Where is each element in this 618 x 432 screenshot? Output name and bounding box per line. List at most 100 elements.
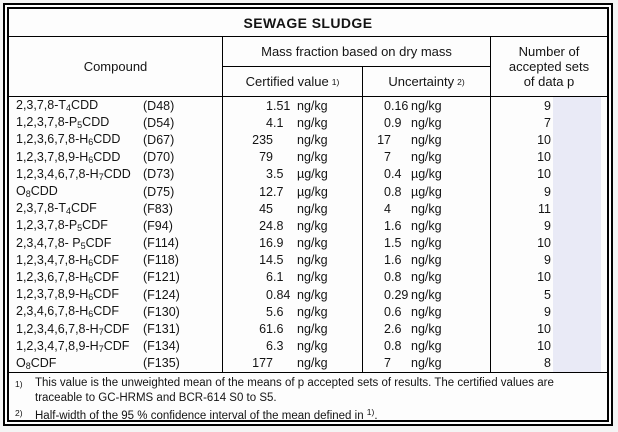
certified-value-unit: µg/kg (297, 167, 328, 182)
uncertainty-value: 0 (384, 115, 391, 130)
accepted-sets-count: 9 (544, 218, 551, 233)
compound-name: 1,2,3,6,7,8-H6CDD (16, 132, 121, 148)
accepted-sets-cell: 5 (491, 286, 607, 304)
footnote-2: 2) Half-width of the 95 % confidence int… (15, 405, 599, 420)
compound-code: (D70) (143, 150, 175, 165)
selection-highlight (553, 200, 601, 218)
compound-name: 1,2,3,6,7,8-H6CDF (16, 269, 119, 285)
uncertainty-value: 0 (384, 304, 391, 319)
table-row: 1,2,3,7,8-P5CDD (D54) 4.1 ng/kg 0.9 ng/kg 7 (9, 114, 607, 132)
compound-cell: 1,2,3,7,8,9-H6CDF (F124) (9, 286, 223, 304)
certified-value-cell: 177 ng/kg (223, 354, 363, 372)
compound-cell: 1,2,3,7,8-P5CDD (D54) (9, 114, 223, 132)
selection-highlight (553, 114, 601, 132)
uncertainty-value-decimal: .8 (391, 184, 402, 199)
compound-cell: 1,2,3,4,6,7,8-H7CDF (F131) (9, 320, 223, 338)
selection-highlight (553, 286, 601, 304)
table-row: 2,3,7,8-T4CDD (D48) 1.51 ng/kg 0.16 ng/kg 9 (9, 97, 607, 115)
table-row: 1,2,3,4,7,8-H6CDF (F118) 14.5 ng/kg 1.6 ng/kg… (9, 251, 607, 269)
compound-code: (F131) (143, 322, 180, 337)
selection-highlight (553, 251, 601, 269)
certified-value: 14 (259, 253, 273, 268)
accepted-sets-count: 10 (537, 339, 551, 354)
selection-highlight (553, 234, 601, 252)
certified-value-unit: µg/kg (297, 184, 328, 199)
compound-name: 1,2,3,4,6,7,8-H7CDD (16, 166, 131, 182)
uncertainty-value-cell: 4 ng/kg (363, 200, 491, 218)
accepted-sets-cell: 9 (491, 182, 607, 201)
selection-highlight (553, 148, 601, 166)
footnote-1-text: This value is the unweighted mean of the… (35, 377, 554, 404)
certified-value-decimal: .5 (273, 167, 284, 182)
header-mass-fraction-group: Mass fraction based on dry mass Certifie… (223, 37, 491, 96)
uncertainty-value: 2 (384, 322, 391, 337)
compound-name: 1,2,3,7,8,9-H6CDF (16, 287, 119, 303)
uncertainty-unit: µg/kg (411, 167, 442, 182)
selection-highlight (553, 303, 601, 321)
uncertainty-value: 0 (384, 184, 391, 199)
uncertainty-value-decimal: .5 (391, 236, 402, 251)
uncertainty-unit: ng/kg (411, 322, 442, 337)
certified-value-decimal: .3 (273, 339, 284, 354)
uncertainty-unit: ng/kg (411, 270, 442, 285)
uncertainty-value-cell: 0.16 ng/kg (363, 97, 491, 115)
certified-value: 5 (266, 304, 273, 319)
compound-code: (F114) (143, 236, 179, 251)
uncertainty-value-cell: 0.8 ng/kg (363, 268, 491, 287)
compound-cell: 2,3,7,8-T4CDF (F83) (9, 200, 223, 218)
selection-highlight (553, 268, 601, 287)
accepted-sets-cell: 10 (491, 234, 607, 252)
certified-value-cell: 45 ng/kg (223, 200, 363, 218)
certified-value-decimal: .6 (273, 322, 284, 337)
compound-code: (F130) (143, 304, 180, 319)
uncertainty-value-cell: 0.29 ng/kg (363, 286, 491, 304)
compound-name: 1,2,3,4,7,8,9-H7CDF (16, 338, 130, 354)
certified-value-decimal: .9 (273, 236, 284, 251)
uncertainty-value-cell: 17 ng/kg (363, 131, 491, 149)
uncertainty-value-cell: 1.6 ng/kg (363, 217, 491, 235)
uncertainty-value-decimal: .6 (391, 253, 402, 268)
accepted-sets-count: 10 (537, 150, 551, 165)
footnote-1-marker: 1) (15, 379, 23, 389)
accepted-sets-count: 7 (544, 115, 551, 130)
compound-cell: 2,3,4,7,8- P5CDF (F114) (9, 234, 223, 252)
footnote-ref-2: 2) (457, 76, 465, 87)
uncertainty-value: 1 (384, 236, 391, 251)
uncertainty-unit: ng/kg (411, 356, 442, 371)
accepted-sets-cell: 9 (491, 251, 607, 269)
compound-cell: 1,2,3,7,8-P5CDF (F94) (9, 217, 223, 235)
accepted-sets-count: 10 (537, 132, 551, 147)
certified-value-cell: 79 ng/kg (223, 148, 363, 166)
uncertainty-value: 0 (384, 339, 391, 354)
table-row: 1,2,3,4,6,7,8-H7CDD (D73) 3.5 µg/kg 0.4 µg/kg… (9, 165, 607, 183)
certified-value-cell: 0.84 ng/kg (223, 286, 363, 304)
uncertainty-unit: ng/kg (411, 150, 442, 165)
table-body: 2,3,7,8-T4CDD (D48) 1.51 ng/kg 0.16 ng/kg 9 1,2… (9, 97, 607, 373)
uncertainty-value: 17 (377, 132, 391, 147)
compound-cell: 1,2,3,4,7,8-H6CDF (F118) (9, 251, 223, 269)
certified-value-unit: ng/kg (297, 304, 328, 319)
certified-value-unit: ng/kg (297, 115, 328, 130)
certified-value-cell: 5.6 ng/kg (223, 303, 363, 321)
selection-highlight (553, 97, 601, 115)
certified-value-unit: ng/kg (297, 98, 328, 113)
certified-value-decimal: .7 (273, 184, 284, 199)
certified-value-cell: 6.1 ng/kg (223, 268, 363, 287)
uncertainty-value-cell: 0.4 µg/kg (363, 165, 491, 183)
accepted-sets-cell: 8 (491, 354, 607, 372)
certified-value-unit: ng/kg (297, 236, 328, 251)
certified-value-unit: ng/kg (297, 253, 328, 268)
certified-value-decimal: .51 (273, 98, 291, 113)
header-certified-value: Certified value 1) (223, 67, 363, 96)
uncertainty-unit: ng/kg (411, 98, 442, 113)
compound-code: (F121) (143, 270, 180, 285)
compound-name: 2,3,4,6,7,8-H6CDF (16, 304, 119, 320)
certified-value-unit: ng/kg (297, 218, 328, 233)
table-row: 1,2,3,7,8,9-H6CDD (D70) 79 ng/kg 7 ng/kg 10 (9, 148, 607, 166)
footnote-1: 1) This value is the unweighted mean of … (15, 376, 599, 405)
compound-cell: O8CDF (F135) (9, 354, 223, 372)
certified-value-cell: 1.51 ng/kg (223, 97, 363, 115)
accepted-sets-cell: 10 (491, 148, 607, 166)
uncertainty-value: 0 (384, 270, 391, 285)
